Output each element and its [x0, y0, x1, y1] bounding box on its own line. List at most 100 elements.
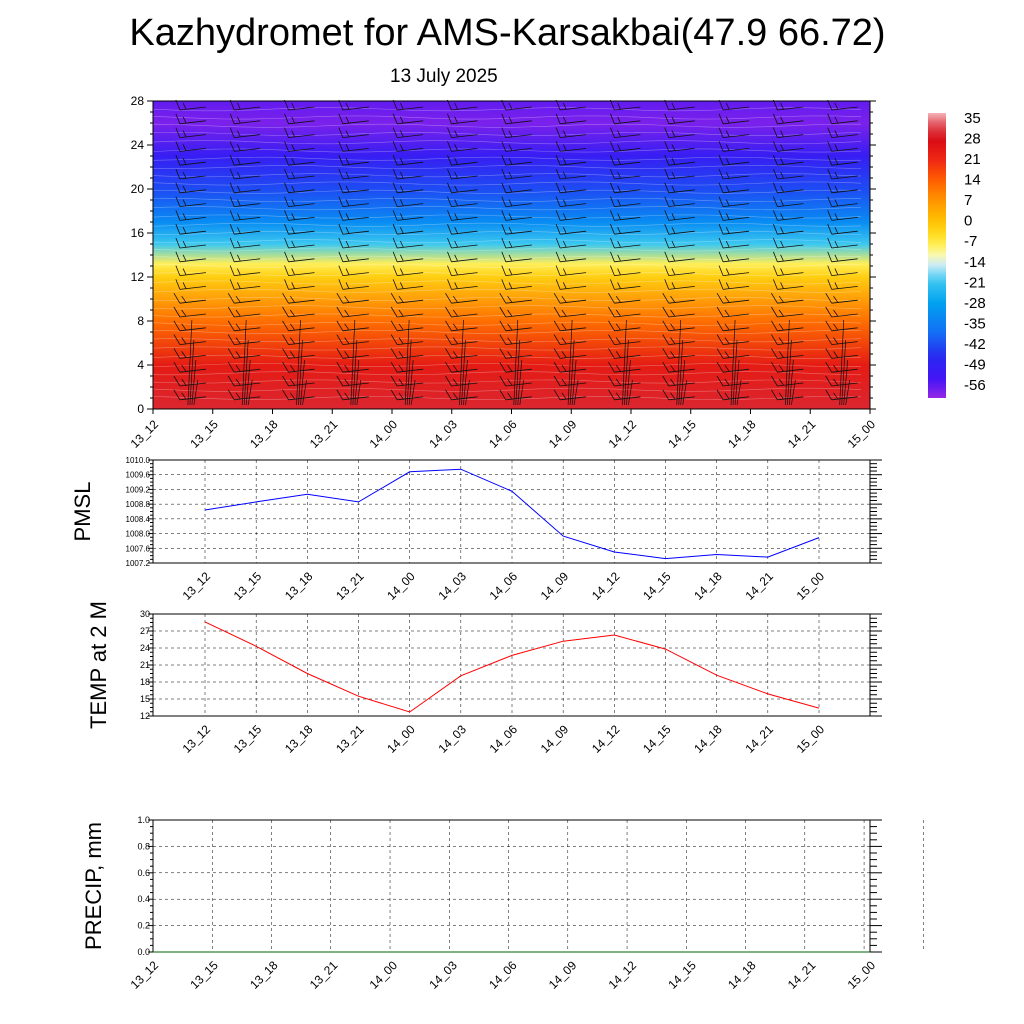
wind-barb — [723, 203, 750, 207]
wind-barb — [390, 320, 398, 332]
wind-barb — [725, 158, 730, 165]
wind-barb — [179, 106, 206, 111]
wind-barb — [454, 171, 458, 179]
wind-barb — [179, 244, 206, 249]
wind-barb — [671, 130, 676, 137]
wind-barb — [234, 258, 261, 263]
wind-barb — [302, 379, 307, 406]
wind-barb — [664, 141, 670, 152]
wind-barb — [508, 102, 513, 110]
wind-barb — [834, 268, 839, 275]
wind-barb — [615, 323, 621, 331]
y-tick-label: 1010.0 — [126, 456, 151, 465]
wind-barb — [399, 171, 404, 179]
wind-barb — [181, 309, 187, 317]
contour-line — [152, 330, 862, 334]
x-tick-label: 14_21 — [742, 722, 776, 756]
x-tick-label: 14_06 — [487, 722, 521, 756]
x-tick-label: 14_15 — [640, 569, 674, 603]
wind-barb — [834, 227, 839, 234]
wind-barb — [392, 99, 398, 111]
wind-barb — [555, 196, 561, 207]
wind-barb — [451, 203, 478, 207]
colorbar-label: -56 — [964, 377, 986, 394]
wind-barb — [175, 196, 181, 207]
contour-line — [152, 297, 862, 301]
contour-line — [152, 222, 862, 227]
wind-barb — [234, 217, 261, 221]
wind-barb — [780, 268, 784, 275]
wind-barb — [662, 389, 670, 401]
colorbar-label: 28 — [964, 131, 981, 148]
wind-barb — [175, 127, 181, 138]
wind-barb — [773, 196, 778, 207]
wind-barb — [451, 286, 478, 290]
wind-barb — [668, 189, 695, 194]
wind-barb — [831, 203, 858, 207]
wind-barb — [555, 141, 561, 152]
wind-barb — [831, 382, 858, 387]
wind-barb — [336, 320, 344, 332]
wind-barb — [447, 155, 452, 166]
wind-barb — [282, 361, 289, 373]
y-tick-label: 0.0 — [137, 947, 150, 957]
wind-barb — [229, 224, 235, 235]
wind-barb — [454, 102, 458, 110]
wind-barb — [778, 337, 784, 344]
wind-barb — [234, 189, 261, 194]
wind-barb — [179, 258, 206, 263]
colorbar-gradient — [928, 113, 946, 398]
wind-barb — [831, 120, 858, 125]
y-tick-label: 24 — [140, 643, 150, 653]
wind-barb — [562, 268, 567, 275]
wind-barb — [234, 327, 261, 332]
wind-barb — [338, 99, 344, 111]
wind-barb — [445, 348, 452, 359]
wind-barb — [291, 158, 295, 165]
wind-barb — [671, 144, 676, 151]
wind-barb — [454, 227, 458, 234]
wind-barb — [834, 171, 839, 179]
wind-barb — [831, 341, 858, 345]
wind-barb — [342, 272, 369, 276]
contour-line — [152, 140, 862, 145]
wind-barb — [614, 382, 641, 387]
wind-barb — [562, 282, 567, 289]
x-tick-label: 14_00 — [367, 417, 401, 451]
x-tick-label: 14_18 — [725, 417, 759, 451]
wind-barb — [397, 313, 424, 318]
y-axis-label: PMSL — [70, 482, 95, 542]
wind-barb — [615, 378, 621, 386]
wind-barb — [398, 392, 404, 400]
wind-barb — [664, 196, 670, 207]
chart-title: Kazhydromet for AMS-Karsakbai(47.9 66.72… — [129, 12, 886, 54]
wind-barb — [508, 185, 513, 192]
wind-barb — [780, 171, 784, 179]
wind-barb — [723, 341, 750, 345]
wind-barb — [229, 237, 235, 249]
wind-barb — [834, 130, 839, 137]
wind-barb — [614, 203, 641, 207]
contour-line — [152, 198, 862, 202]
colorbar-label: -28 — [964, 295, 986, 312]
wind-barb — [342, 341, 369, 345]
wind-barb — [614, 217, 641, 221]
wind-barb — [501, 155, 507, 166]
wind-barb — [291, 213, 295, 220]
wind-barb — [664, 99, 670, 111]
wind-barb — [342, 244, 369, 249]
wind-barb — [465, 379, 470, 406]
colorbar-label: -14 — [964, 254, 986, 271]
wind-barb — [562, 199, 567, 206]
wind-barb — [664, 155, 670, 166]
wind-barb — [179, 230, 206, 235]
x-tick-label: 13_18 — [282, 722, 316, 756]
wind-barb — [553, 292, 561, 304]
wind-barb — [716, 334, 724, 345]
wind-barb — [182, 199, 187, 206]
wind-barb — [392, 182, 398, 193]
wind-barb — [831, 189, 858, 194]
x-tick-label: 14_00 — [384, 722, 418, 756]
wind-barb — [831, 244, 858, 249]
wind-barb — [397, 341, 424, 345]
